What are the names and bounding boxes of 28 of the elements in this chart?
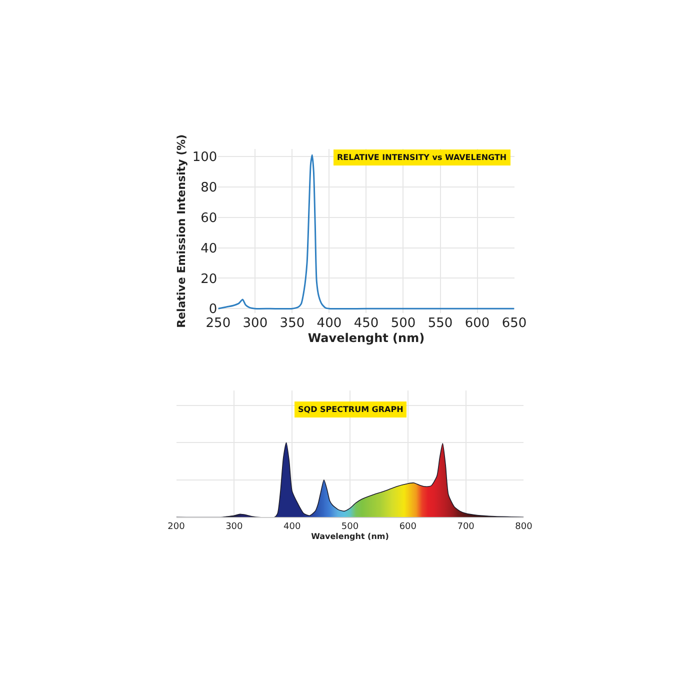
- x-tick-label: 650: [502, 316, 527, 332]
- x-tick-label: 450: [354, 316, 379, 332]
- y-axis-title: Relative Emission Intensity (%): [175, 134, 188, 328]
- x-tick-label: 250: [206, 316, 231, 332]
- x-tick-label: 350: [280, 316, 305, 332]
- x-tick-label: 600: [399, 522, 417, 532]
- chart-title: SQD SPECTRUM GRAPH: [298, 405, 404, 414]
- x-tick-label: 500: [341, 522, 359, 532]
- y-tick-label: 100: [192, 150, 218, 166]
- x-tick-label: 800: [515, 522, 533, 532]
- x-tick-label: 550: [428, 316, 453, 332]
- x-tick-label: 200: [168, 522, 186, 532]
- y-tick-label: 60: [200, 210, 218, 226]
- y-tick-label: 0: [208, 302, 218, 318]
- x-tick-label: 300: [242, 316, 268, 332]
- x-axis-title: Wavelenght (nm): [311, 532, 389, 542]
- y-tick-label: 20: [200, 272, 218, 287]
- x-tick-label: 600: [464, 316, 490, 332]
- x-tick-label: 300: [226, 522, 244, 532]
- y-tick-label: 40: [200, 241, 218, 256]
- x-tick-label: 500: [390, 316, 416, 332]
- line-series: [218, 154, 514, 310]
- y-tick-label: 80: [200, 180, 218, 196]
- x-tick-label: 700: [457, 522, 475, 532]
- x-tick-label: 400: [283, 522, 301, 532]
- text: RELATIVE INTENSITY vs WAVELENGTH: [337, 153, 507, 162]
- x-axis-title: Wavelenght (nm): [308, 331, 425, 346]
- x-tick-label: 400: [316, 316, 342, 332]
